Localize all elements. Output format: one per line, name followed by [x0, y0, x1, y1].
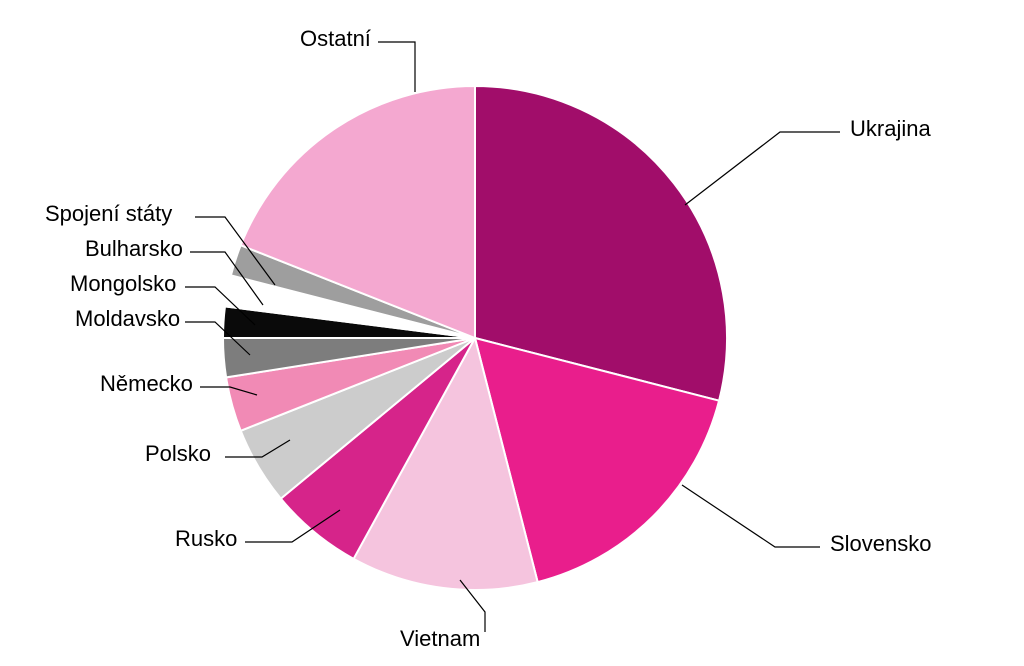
slice-label: Německo — [100, 371, 193, 397]
pie-chart-svg — [0, 0, 1024, 666]
slice-label: Rusko — [175, 526, 237, 552]
slice-label: Vietnam — [400, 626, 480, 652]
slice-label: Ostatní — [300, 26, 371, 52]
slice-label: Slovensko — [830, 531, 932, 557]
leader-line — [682, 485, 820, 547]
pie-chart-container: Ukrajina Slovensko Vietnam Rusko Polsko Němec… — [0, 0, 1024, 666]
leader-line — [378, 42, 415, 92]
leader-line — [685, 132, 840, 205]
slice-label: Ukrajina — [850, 116, 931, 142]
slice-label: Polsko — [145, 441, 211, 467]
slice-label: Moldavsko — [75, 306, 180, 332]
slice-label: Bulharsko — [85, 236, 183, 262]
slice-label: Mongolsko — [70, 271, 176, 297]
slice-label: Spojení státy — [45, 201, 172, 227]
